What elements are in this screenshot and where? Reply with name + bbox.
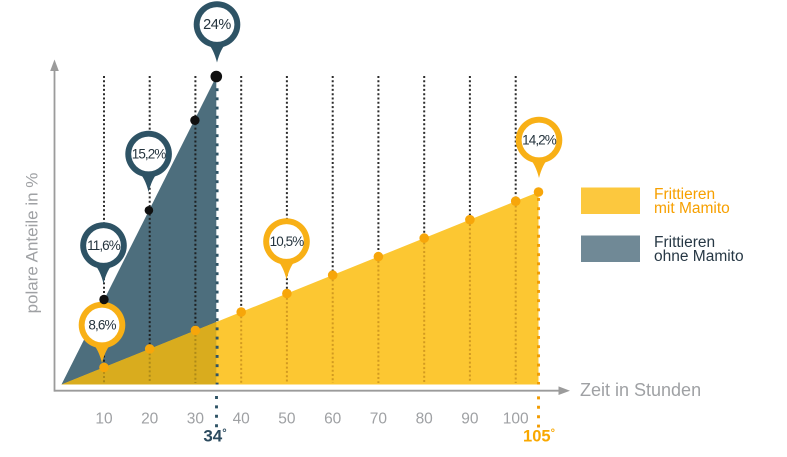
svg-text:30: 30 (187, 411, 205, 428)
svg-text:10,5%: 10,5% (270, 234, 305, 249)
svg-text:Frittieren: Frittieren (654, 186, 715, 203)
svg-text:Zeit in Stunden: Zeit in Stunden (580, 380, 701, 400)
svg-text:10: 10 (95, 411, 113, 428)
svg-text:40: 40 (233, 411, 251, 428)
svg-text:60: 60 (324, 411, 342, 428)
svg-text:20: 20 (141, 411, 159, 428)
svg-text:105°: 105° (523, 428, 555, 446)
svg-text:8,6%: 8,6% (88, 318, 116, 333)
svg-text:15,2%: 15,2% (132, 147, 167, 162)
svg-text:34°: 34° (203, 427, 226, 446)
svg-text:polare Anteile in %: polare Anteile in % (23, 173, 42, 314)
svg-text:11,6%: 11,6% (87, 238, 121, 253)
svg-text:100: 100 (503, 411, 529, 428)
svg-text:80: 80 (416, 411, 434, 428)
svg-text:50: 50 (278, 411, 296, 428)
svg-text:14,2%: 14,2% (522, 133, 557, 148)
svg-text:70: 70 (370, 411, 388, 428)
svg-text:90: 90 (461, 411, 479, 428)
svg-text:24%: 24% (203, 17, 231, 33)
svg-text:ohne Mamito: ohne Mamito (654, 248, 744, 265)
svg-text:mit Mamito: mit Mamito (654, 200, 730, 217)
svg-text:Frittieren: Frittieren (654, 234, 715, 251)
